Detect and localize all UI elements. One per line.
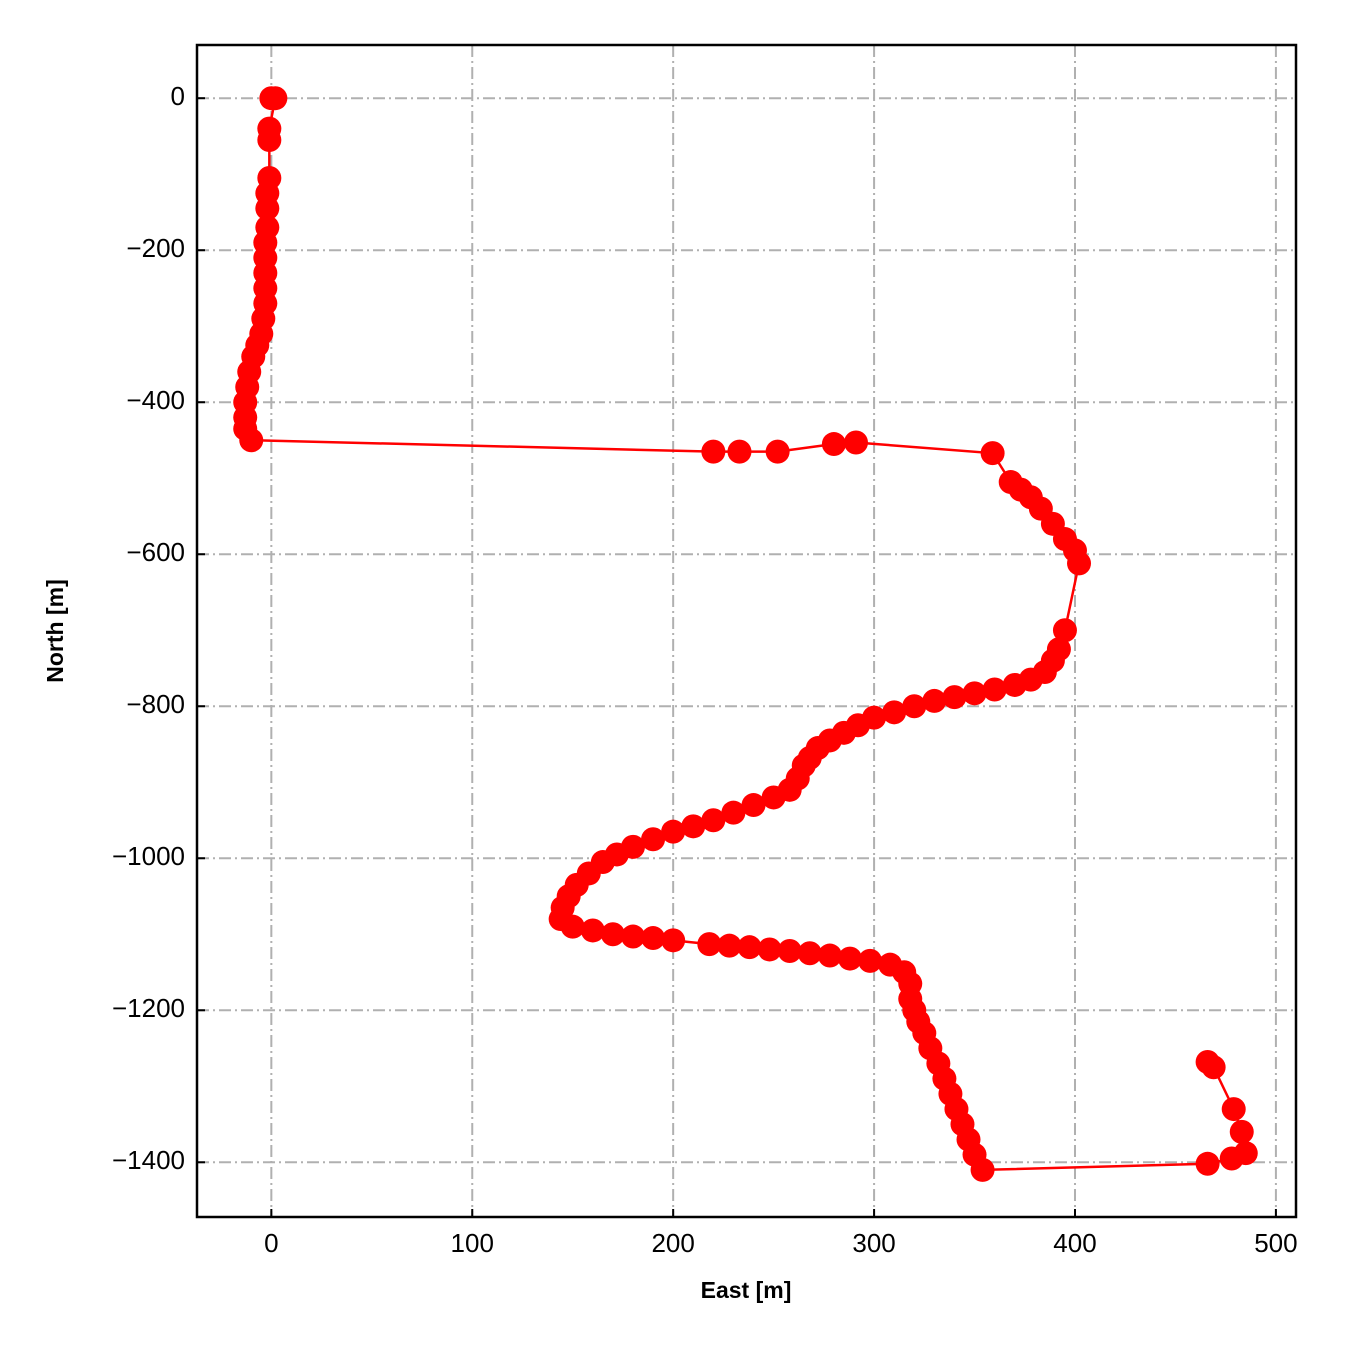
marker <box>727 439 752 464</box>
marker <box>757 937 782 962</box>
marker <box>942 685 967 710</box>
y-axis-label: North [m] <box>42 579 68 682</box>
x-axis-label: East [m] <box>701 1277 792 1303</box>
marker <box>962 681 987 706</box>
marker <box>239 428 264 453</box>
marker <box>843 430 868 455</box>
marker <box>882 700 907 725</box>
marker <box>1195 1049 1220 1074</box>
x-tick-label: 200 <box>651 1228 694 1258</box>
y-tick-label: −800 <box>126 689 185 719</box>
marker <box>741 793 766 818</box>
marker <box>701 808 726 833</box>
x-tick-label: 300 <box>852 1228 895 1258</box>
marker <box>661 928 686 953</box>
y-tick-label: −600 <box>126 537 185 567</box>
marker <box>560 914 585 939</box>
marker <box>980 441 1005 466</box>
marker <box>1233 1141 1258 1166</box>
marker <box>858 948 883 973</box>
marker <box>620 924 645 949</box>
track-line <box>243 96 1248 1172</box>
marker <box>263 86 288 111</box>
marker <box>641 827 666 852</box>
marker <box>717 933 742 958</box>
marker <box>821 432 846 457</box>
marker <box>765 439 790 464</box>
marker <box>1067 551 1092 576</box>
marker <box>737 935 762 960</box>
marker <box>1229 1119 1254 1144</box>
y-tick-label: −1000 <box>112 841 185 871</box>
marker <box>257 128 282 153</box>
marker <box>681 814 706 839</box>
marker <box>1052 618 1077 643</box>
marker <box>1221 1097 1246 1122</box>
x-tick-label: 500 <box>1254 1228 1297 1258</box>
marker <box>661 819 686 844</box>
plot-frame <box>195 43 1298 1219</box>
marker <box>797 941 822 966</box>
marker <box>255 196 280 221</box>
x-tick-label: 0 <box>264 1228 278 1258</box>
y-tick-label: 0 <box>171 81 185 111</box>
marker <box>721 800 746 825</box>
marker <box>970 1157 995 1182</box>
marker <box>777 938 802 963</box>
marker <box>641 926 666 951</box>
marker <box>817 943 842 968</box>
marker <box>761 785 786 810</box>
marker <box>701 439 726 464</box>
marker <box>922 688 947 713</box>
marker <box>982 677 1007 702</box>
marker <box>902 694 927 719</box>
marker <box>697 932 722 957</box>
marker <box>600 922 625 947</box>
marker <box>837 946 862 971</box>
y-tick-label: −200 <box>126 233 185 263</box>
y-tick-label: −1400 <box>112 1145 185 1175</box>
y-tick-label: −1200 <box>112 993 185 1023</box>
marker <box>580 918 605 943</box>
x-tick-label: 400 <box>1053 1228 1096 1258</box>
marker <box>1195 1151 1220 1176</box>
y-tick-label: −400 <box>126 385 185 415</box>
marker <box>1002 672 1027 697</box>
x-tick-label: 100 <box>451 1228 494 1258</box>
